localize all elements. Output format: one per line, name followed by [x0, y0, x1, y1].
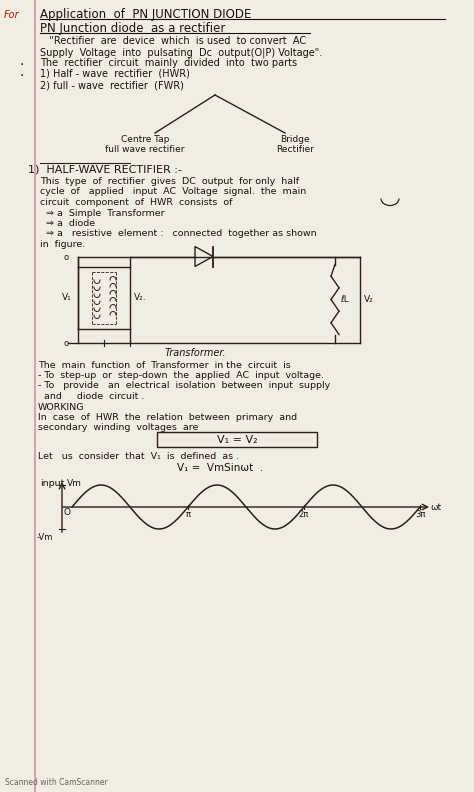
- Text: ℓL: ℓL: [340, 295, 349, 303]
- Text: Supply  Voltage  into  pulsating  Dc  output(O|P) Voltage".: Supply Voltage into pulsating Dc output(…: [40, 47, 322, 58]
- Text: 2) full - wave  rectifier  (FWR): 2) full - wave rectifier (FWR): [40, 80, 184, 90]
- Text: Transformer.: Transformer.: [164, 348, 226, 359]
- Text: V₂: V₂: [364, 295, 374, 303]
- Text: - To   provide   an  electrical  isolation  between  input  supply: - To provide an electrical isolation bet…: [38, 382, 330, 390]
- Text: 1)  HALF-WAVE RECTIFIER :-: 1) HALF-WAVE RECTIFIER :-: [28, 165, 182, 175]
- Text: PN Junction diode  as a rectifier: PN Junction diode as a rectifier: [40, 22, 225, 35]
- Text: ·: ·: [20, 69, 24, 83]
- Text: "Rectifier  are  device  which  is used  to convert  AC: "Rectifier are device which is used to c…: [40, 36, 306, 46]
- Text: V₁ = V₂: V₁ = V₂: [217, 435, 257, 445]
- Text: ⇒ a   resistive  element :   connected  together as shown: ⇒ a resistive element : connected togeth…: [40, 230, 317, 238]
- Text: Bridge
Rectifier: Bridge Rectifier: [276, 135, 314, 154]
- Text: o: o: [64, 253, 69, 262]
- Text: Application  of  PN JUNCTION DIODE: Application of PN JUNCTION DIODE: [40, 8, 251, 21]
- Text: secondary  winding  voltages  are: secondary winding voltages are: [38, 424, 199, 432]
- Text: ⇒ a  Simple  Transformer: ⇒ a Simple Transformer: [40, 208, 164, 218]
- Text: WORKING: WORKING: [38, 402, 84, 412]
- Text: ⇒ a  diode: ⇒ a diode: [40, 219, 95, 228]
- Text: π: π: [185, 510, 191, 519]
- Text: The  rectifier  circuit  mainly  divided  into  two parts: The rectifier circuit mainly divided int…: [40, 58, 297, 68]
- Text: o: o: [64, 340, 69, 348]
- Text: V₂.: V₂.: [134, 293, 146, 302]
- Text: Centre Tap
full wave rectifier: Centre Tap full wave rectifier: [105, 135, 185, 154]
- Text: 1) Half - wave  rectifier  (HWR): 1) Half - wave rectifier (HWR): [40, 69, 190, 79]
- Text: circuit  component  of  HWR  consists  of: circuit component of HWR consists of: [40, 198, 233, 207]
- Text: This  type  of  rectifier  gives  DC  output  for only  half: This type of rectifier gives DC output f…: [40, 177, 299, 186]
- Text: - To  step-up  or  step-down  the  applied  AC  input  voltage.: - To step-up or step-down the applied AC…: [38, 371, 324, 380]
- Text: 2π: 2π: [299, 510, 309, 519]
- Text: V₁: V₁: [62, 293, 72, 302]
- Text: Vm: Vm: [67, 479, 82, 489]
- Text: and     diode  circuit .: and diode circuit .: [38, 392, 145, 401]
- Text: ·: ·: [20, 58, 24, 72]
- Text: The  main  function  of  Transformer  in the  circuit  is: The main function of Transformer in the …: [38, 360, 291, 370]
- Text: input: input: [40, 479, 64, 488]
- Text: O: O: [64, 508, 71, 517]
- Text: For: For: [4, 10, 19, 20]
- Text: -Vm: -Vm: [37, 533, 54, 542]
- Text: V₁ =  VmSinωt  .: V₁ = VmSinωt .: [177, 463, 263, 473]
- Text: ωt: ωt: [430, 503, 441, 512]
- Text: in  figure.: in figure.: [40, 240, 85, 249]
- Text: In  case  of  HWR  the  relation  between  primary  and: In case of HWR the relation between prim…: [38, 413, 297, 422]
- Text: cycle  of   applied   input  AC  Voltage  signal.  the  main: cycle of applied input AC Voltage signal…: [40, 188, 306, 196]
- Text: Scanned with CamScanner: Scanned with CamScanner: [5, 778, 108, 787]
- Text: 3π: 3π: [415, 510, 425, 519]
- Text: Let   us  consider  that  V₁  is  defined  as .: Let us consider that V₁ is defined as .: [38, 452, 239, 461]
